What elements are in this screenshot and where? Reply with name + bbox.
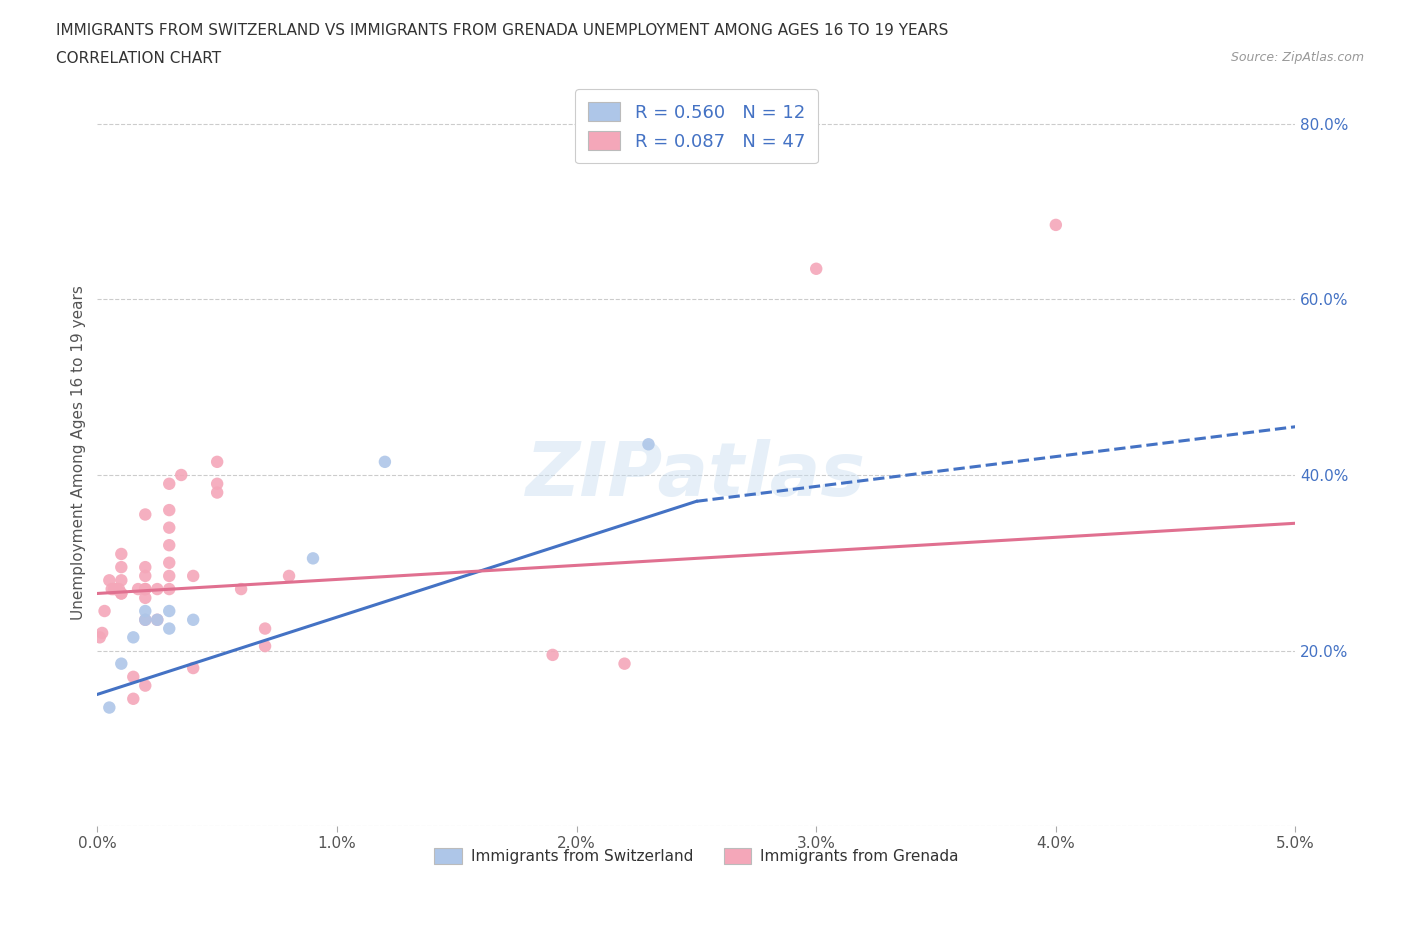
Point	[157, 502, 180, 517]
Point	[157, 520, 180, 535]
Point	[254, 621, 277, 636]
Point	[205, 455, 228, 470]
Point	[157, 476, 180, 491]
Point	[134, 678, 156, 693]
Point	[134, 568, 156, 583]
Point	[100, 581, 122, 596]
Point	[637, 437, 659, 452]
Text: CORRELATION CHART: CORRELATION CHART	[56, 51, 221, 66]
Point	[134, 612, 156, 627]
Point	[89, 630, 111, 644]
Point	[108, 581, 131, 596]
Point	[278, 568, 301, 583]
Point	[541, 647, 564, 662]
Point	[181, 612, 204, 627]
Text: IMMIGRANTS FROM SWITZERLAND VS IMMIGRANTS FROM GRENADA UNEMPLOYMENT AMONG AGES 1: IMMIGRANTS FROM SWITZERLAND VS IMMIGRANT…	[56, 23, 949, 38]
Point	[134, 591, 156, 605]
Point	[806, 261, 828, 276]
Point	[122, 670, 145, 684]
Point	[374, 455, 396, 470]
Point	[134, 581, 156, 596]
Point	[157, 621, 180, 636]
Point	[134, 507, 156, 522]
Point	[127, 581, 149, 596]
Point	[110, 586, 132, 601]
Point	[110, 657, 132, 671]
Point	[91, 626, 114, 641]
Point	[105, 581, 128, 596]
Point	[98, 700, 121, 715]
Point	[146, 612, 169, 627]
Point	[110, 586, 132, 601]
Legend: Immigrants from Switzerland, Immigrants from Grenada: Immigrants from Switzerland, Immigrants …	[427, 842, 965, 870]
Point	[157, 581, 180, 596]
Point	[157, 538, 180, 552]
Text: Source: ZipAtlas.com: Source: ZipAtlas.com	[1230, 51, 1364, 64]
Point	[134, 560, 156, 575]
Point	[110, 573, 132, 588]
Point	[110, 560, 132, 575]
Point	[110, 547, 132, 562]
Point	[157, 604, 180, 618]
Point	[1045, 218, 1067, 232]
Point	[170, 468, 193, 483]
Point	[122, 630, 145, 644]
Point	[98, 573, 121, 588]
Point	[146, 581, 169, 596]
Point	[229, 581, 252, 596]
Point	[134, 581, 156, 596]
Point	[122, 691, 145, 706]
Point	[93, 604, 115, 618]
Point	[146, 612, 169, 627]
Point	[205, 476, 228, 491]
Point	[134, 604, 156, 618]
Point	[157, 555, 180, 570]
Point	[302, 551, 325, 565]
Point	[181, 660, 204, 675]
Text: ZIPatlas: ZIPatlas	[526, 439, 866, 512]
Point	[103, 581, 125, 596]
Point	[181, 568, 204, 583]
Point	[613, 657, 636, 671]
Point	[254, 639, 277, 654]
Point	[134, 612, 156, 627]
Point	[205, 485, 228, 500]
Y-axis label: Unemployment Among Ages 16 to 19 years: Unemployment Among Ages 16 to 19 years	[72, 286, 86, 620]
Point	[157, 568, 180, 583]
